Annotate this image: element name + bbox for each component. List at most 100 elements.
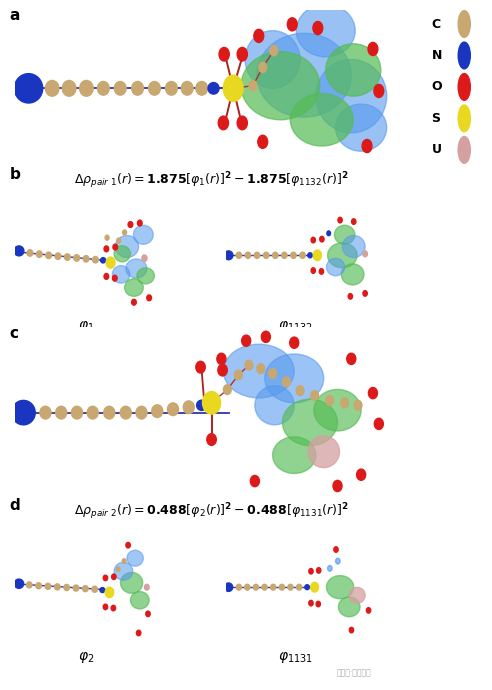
Ellipse shape	[36, 582, 41, 589]
Ellipse shape	[14, 579, 24, 589]
Ellipse shape	[245, 584, 250, 590]
Ellipse shape	[113, 275, 117, 281]
Ellipse shape	[40, 406, 51, 419]
Ellipse shape	[338, 597, 360, 617]
Text: $\Delta\rho_{pair\ 1}(\mathit{r}) = \mathbf{1.875}[\boldsymbol{\varphi_1}(\mathi: $\Delta\rho_{pair\ 1}(\mathit{r}) = \mat…	[74, 170, 349, 191]
Ellipse shape	[64, 584, 69, 591]
Ellipse shape	[105, 587, 114, 598]
Ellipse shape	[137, 220, 142, 226]
Ellipse shape	[290, 337, 299, 348]
Ellipse shape	[219, 48, 229, 61]
Text: d: d	[10, 498, 21, 513]
Ellipse shape	[197, 400, 207, 411]
Ellipse shape	[340, 398, 348, 408]
Ellipse shape	[349, 587, 365, 603]
Ellipse shape	[354, 400, 362, 410]
Ellipse shape	[224, 583, 233, 591]
Ellipse shape	[167, 403, 179, 415]
Ellipse shape	[269, 368, 277, 378]
Ellipse shape	[374, 84, 384, 97]
Ellipse shape	[374, 418, 383, 429]
Ellipse shape	[363, 251, 368, 257]
Ellipse shape	[45, 583, 51, 589]
Ellipse shape	[126, 542, 130, 548]
Ellipse shape	[287, 18, 297, 31]
Ellipse shape	[316, 601, 320, 607]
Ellipse shape	[314, 389, 361, 431]
Ellipse shape	[14, 246, 24, 256]
Ellipse shape	[114, 562, 133, 580]
Ellipse shape	[114, 246, 130, 262]
Text: $\boldsymbol{\varphi_1}$: $\boldsymbol{\varphi_1}$	[78, 319, 94, 334]
Ellipse shape	[55, 584, 60, 590]
Text: $\boldsymbol{\varphi_{1131}}$: $\boldsymbol{\varphi_{1131}}$	[278, 650, 313, 664]
Ellipse shape	[136, 406, 147, 419]
Ellipse shape	[126, 259, 147, 278]
Ellipse shape	[288, 584, 293, 590]
Ellipse shape	[132, 81, 144, 95]
Text: S: S	[431, 112, 440, 125]
Ellipse shape	[224, 251, 233, 259]
Ellipse shape	[103, 575, 108, 581]
Ellipse shape	[149, 81, 160, 95]
Text: O: O	[431, 81, 442, 93]
Ellipse shape	[196, 362, 205, 373]
Ellipse shape	[121, 573, 143, 593]
Ellipse shape	[250, 475, 259, 486]
Ellipse shape	[152, 405, 163, 417]
Circle shape	[458, 74, 470, 100]
Ellipse shape	[117, 238, 121, 243]
Ellipse shape	[136, 630, 141, 635]
Ellipse shape	[254, 30, 264, 42]
Ellipse shape	[311, 268, 315, 273]
Ellipse shape	[208, 83, 219, 94]
Ellipse shape	[257, 364, 265, 373]
Ellipse shape	[327, 575, 354, 599]
Ellipse shape	[147, 295, 152, 301]
Ellipse shape	[87, 406, 98, 419]
Ellipse shape	[237, 48, 247, 61]
Ellipse shape	[311, 391, 319, 400]
Ellipse shape	[111, 605, 116, 611]
Ellipse shape	[281, 253, 287, 258]
Ellipse shape	[326, 43, 381, 96]
Ellipse shape	[128, 221, 133, 228]
Ellipse shape	[363, 290, 368, 296]
Ellipse shape	[97, 81, 109, 95]
Ellipse shape	[236, 584, 242, 590]
Ellipse shape	[223, 344, 294, 398]
Ellipse shape	[46, 252, 52, 259]
Ellipse shape	[334, 546, 338, 552]
Ellipse shape	[279, 584, 284, 590]
Ellipse shape	[311, 237, 315, 243]
Ellipse shape	[261, 331, 271, 342]
Ellipse shape	[316, 568, 321, 573]
Ellipse shape	[245, 253, 250, 258]
Ellipse shape	[165, 81, 177, 95]
Ellipse shape	[257, 33, 351, 117]
Ellipse shape	[327, 258, 344, 276]
Ellipse shape	[127, 550, 143, 566]
Ellipse shape	[341, 264, 364, 285]
Ellipse shape	[236, 253, 242, 258]
Ellipse shape	[349, 627, 354, 633]
Ellipse shape	[55, 253, 61, 259]
Ellipse shape	[336, 104, 387, 151]
Ellipse shape	[14, 74, 43, 103]
Text: C: C	[431, 17, 440, 30]
Ellipse shape	[104, 273, 109, 279]
Text: c: c	[10, 326, 19, 341]
Ellipse shape	[335, 225, 355, 244]
Ellipse shape	[183, 401, 194, 413]
Ellipse shape	[273, 437, 316, 473]
Ellipse shape	[305, 584, 309, 590]
Ellipse shape	[106, 257, 115, 268]
Ellipse shape	[83, 255, 89, 262]
Ellipse shape	[104, 246, 109, 252]
Ellipse shape	[100, 588, 105, 593]
Ellipse shape	[245, 30, 300, 88]
Ellipse shape	[83, 586, 88, 592]
Ellipse shape	[258, 135, 268, 148]
Ellipse shape	[234, 370, 242, 380]
Ellipse shape	[116, 567, 120, 571]
